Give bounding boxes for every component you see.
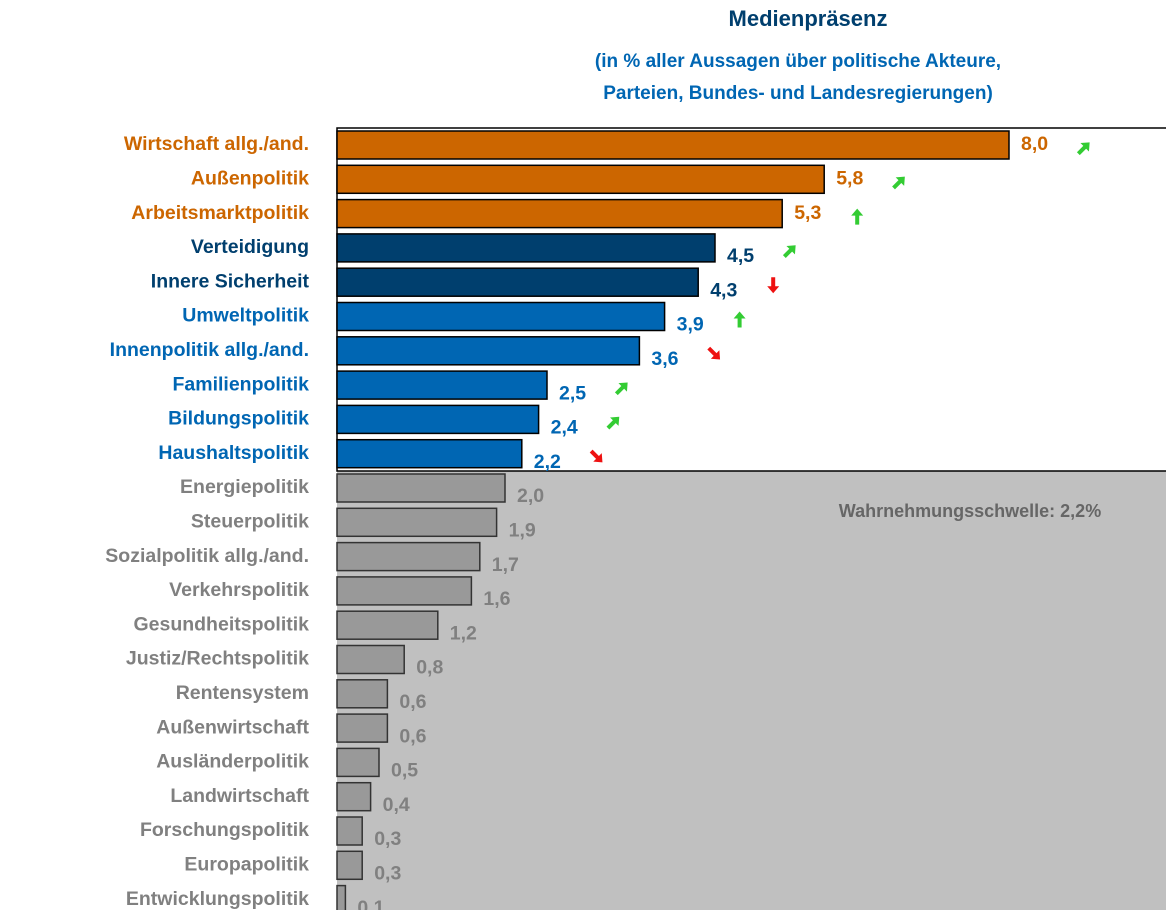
value-label: 2,4 [551,417,578,439]
bar [336,301,666,332]
bar [336,747,380,778]
value-label: 1,2 [450,622,477,644]
category-label: Justiz/Rechtspolitik [126,648,309,670]
category-label: Steuerpolitik [191,510,309,532]
bar [336,267,699,297]
category-label: Energiepolitik [180,476,309,498]
trend-arrow [606,416,620,430]
value-label: 0,1 [357,897,384,910]
value-label: 1,9 [509,519,536,541]
value-label: 4,5 [727,245,754,267]
category-label: Forschungspolitik [140,819,309,841]
bar [336,130,1010,160]
value-label: 4,3 [710,279,737,301]
value-label: 0,4 [383,794,410,816]
above-threshold-frame [336,127,1166,472]
value-label: 2,5 [559,382,586,404]
value-label: 0,3 [374,828,401,850]
value-label: 3,9 [677,314,704,336]
category-label: Haushaltspolitik [158,442,309,464]
value-label: 0,6 [399,691,426,713]
category-label: Innenpolitik allg./and. [110,339,309,361]
category-label: Verteidigung [191,236,309,258]
category-label: Europapolitik [184,853,309,875]
bar [336,850,363,881]
chart-subtitle: (in % aller Aussagen über politische Akt… [595,51,1001,72]
chart-subtitle: Parteien, Bundes- und Landesregierungen) [603,83,993,104]
bar [336,541,481,572]
category-label: Familienpolitik [172,373,309,395]
category-label: Entwicklungspolitik [126,888,309,910]
value-label: 0,8 [416,657,443,679]
trend-arrow [589,449,603,463]
threshold-annotation: Wahrnehmungsschwelle: 2,2% [839,501,1101,521]
category-label: Verkehrspolitik [169,579,309,601]
bar [336,679,389,709]
value-label: 2,2 [534,451,561,473]
category-label: Innere Sicherheit [151,270,310,292]
value-label: 8,0 [1021,133,1048,155]
category-label: Umweltpolitik [182,305,309,327]
bar [336,507,498,538]
value-label: 0,5 [391,760,418,782]
category-label: Gesundheitspolitik [133,613,309,635]
value-label: 3,6 [651,348,678,370]
trend-arrow [767,277,780,294]
category-label: Außenwirtschaft [156,716,309,738]
bar [336,644,405,675]
bar [336,336,641,366]
value-label: 5,3 [794,202,821,224]
bar [336,713,389,743]
bar [336,473,506,503]
category-label: Außenpolitik [191,167,309,189]
bar [336,610,439,640]
chart-title: Medienpräsenz [729,6,888,31]
trend-arrow [892,176,905,190]
bar [336,370,548,400]
category-label: Rentensystem [176,682,309,704]
value-label: 5,8 [836,167,863,189]
trend-arrow [1076,142,1090,156]
bar [336,198,783,229]
bar [336,233,716,263]
trend-arrow [707,346,721,360]
bar [336,164,825,195]
value-label: 0,6 [399,725,426,747]
value-label: 2,0 [517,485,544,507]
category-label: Sozialpolitik allg./and. [105,545,309,567]
bar [336,438,523,469]
bar [336,816,363,846]
bar [336,576,473,606]
value-label: 0,3 [374,862,401,884]
trend-arrow [782,245,796,258]
category-label: Landwirtschaft [170,785,309,807]
category-label: Wirtschaft allg./and. [124,133,309,155]
bar [336,404,540,435]
trend-arrow [851,208,864,225]
bar [336,884,347,910]
value-label: 1,7 [492,554,519,576]
value-label: 1,6 [483,588,510,610]
trend-arrow [733,311,746,328]
category-label: Ausländerpolitik [156,751,309,773]
category-label: Arbeitsmarktpolitik [131,202,309,224]
trend-arrow [614,382,628,396]
bar [336,781,372,812]
category-label: Bildungspolitik [168,408,309,430]
